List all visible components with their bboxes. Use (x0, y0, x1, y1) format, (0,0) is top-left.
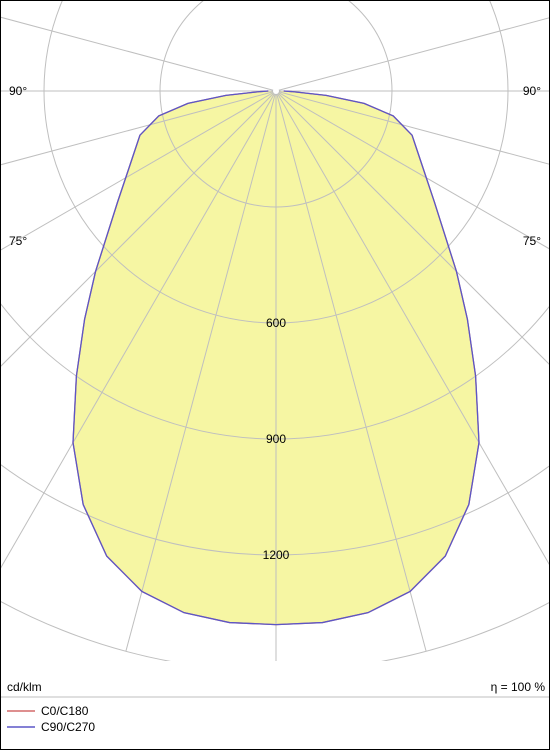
polar-photometric-chart: 600 900 1200 75° 75° 90° 90° cd/klm η = 100 % C0/… (0, 0, 550, 750)
angle-label-left: 75° (9, 234, 27, 248)
ring-label: 1200 (263, 548, 290, 562)
chart-svg: 600 900 1200 75° 75° 90° 90° cd/klm η = 100 % C0/… (1, 1, 549, 749)
ring-label: 900 (266, 432, 286, 446)
legend-label: C90/C270 (41, 720, 95, 734)
angle-label-right: 75° (523, 234, 541, 248)
footer-right: η = 100 % (491, 680, 546, 694)
ring-label: 600 (266, 316, 286, 330)
angle-label-right: 90° (523, 84, 541, 98)
legend-label: C0/C180 (41, 704, 89, 718)
angle-label-left: 90° (9, 84, 27, 98)
footer-left: cd/klm (7, 680, 42, 694)
